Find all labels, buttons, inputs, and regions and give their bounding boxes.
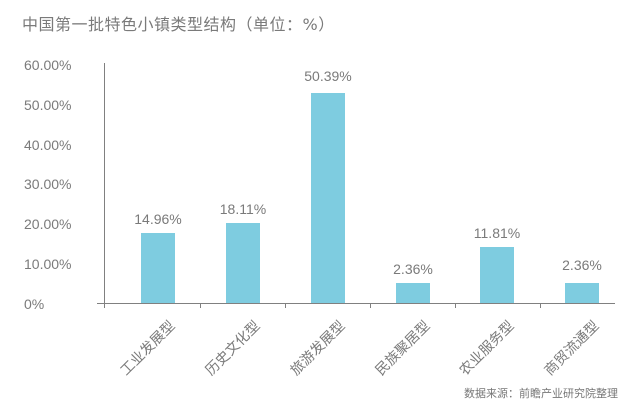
y-tick-label: 20.00% <box>24 216 72 232</box>
data-source-note: 数据来源：前瞻产业研究院整理 <box>464 387 618 400</box>
bar-农业服务型 <box>480 247 514 303</box>
bar-历史文化型 <box>226 223 260 303</box>
bar-旅游发展型 <box>311 93 345 303</box>
y-tick-label: 60.00% <box>24 57 72 73</box>
y-tick-label: 0% <box>24 296 45 312</box>
x-tick <box>285 304 286 308</box>
y-tick-label: 10.00% <box>24 256 72 272</box>
x-category-label: 民族聚居型 <box>372 318 434 379</box>
bar-value-label: 14.96% <box>134 211 182 227</box>
x-tick <box>370 304 371 308</box>
x-tick <box>200 304 201 308</box>
chart-title: 中国第一批特色小镇类型结构（单位：%） <box>22 15 335 34</box>
x-tick <box>540 304 541 308</box>
bar-民族聚居型 <box>396 283 430 303</box>
bar-value-label: 2.36% <box>393 261 433 277</box>
bar-value-label: 2.36% <box>562 257 602 273</box>
x-axis <box>97 303 615 304</box>
x-tick <box>104 304 105 308</box>
x-tick <box>455 304 456 308</box>
bar-工业发展型 <box>141 233 175 303</box>
y-tick-label: 40.00% <box>24 137 72 153</box>
y-axis <box>104 63 105 306</box>
x-category-label: 历史文化型 <box>202 318 264 379</box>
bar-value-label: 50.39% <box>304 68 352 84</box>
x-category-label: 商贸流通型 <box>541 318 603 379</box>
bar-value-label: 18.11% <box>219 201 267 217</box>
x-category-label: 工业发展型 <box>117 318 179 379</box>
y-tick-label: 50.00% <box>24 97 72 113</box>
x-category-label: 农业服务型 <box>456 318 518 379</box>
bar-商贸流通型 <box>565 283 599 303</box>
y-tick-label: 30.00% <box>24 176 72 192</box>
bar-value-label: 11.81% <box>473 225 521 241</box>
x-category-label: 旅游发展型 <box>287 318 349 379</box>
